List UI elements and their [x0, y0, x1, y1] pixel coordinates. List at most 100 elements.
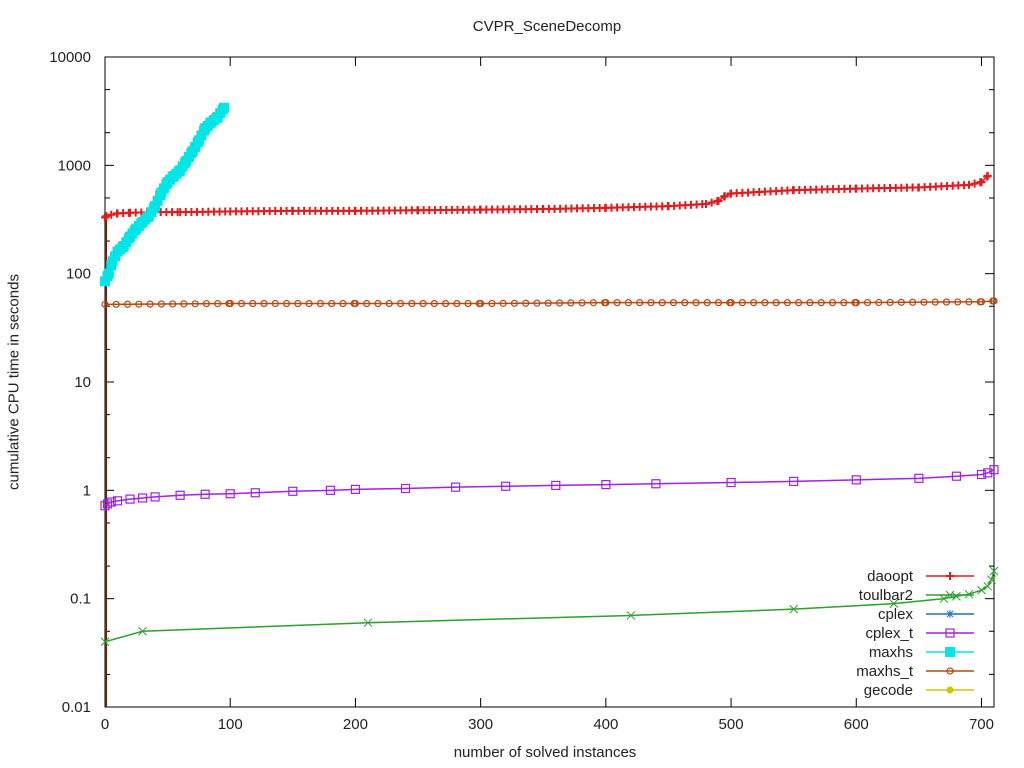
data-point-marker	[250, 488, 260, 498]
series-maxhs_t	[101, 297, 998, 309]
data-point-marker	[976, 469, 987, 480]
data-point-marker	[396, 299, 405, 308]
data-point-marker	[795, 299, 803, 307]
legend-label-cplex: cplex	[878, 606, 914, 623]
data-point-marker	[987, 575, 996, 584]
legend-marker-daoopt	[946, 572, 954, 580]
data-point-marker	[150, 201, 161, 212]
data-point-marker	[970, 179, 979, 188]
data-point-marker	[453, 299, 461, 308]
data-point-marker	[977, 298, 986, 306]
data-point-marker	[374, 299, 382, 308]
data-point-marker	[202, 300, 211, 308]
plot-axes: 0.01 0.1 1 10 100 1000 10000 0 100 200 300 400 500 60…	[49, 49, 995, 733]
data-point-marker	[977, 585, 986, 595]
data-point-marker	[983, 581, 993, 591]
data-point-marker	[964, 180, 973, 189]
data-point-marker	[363, 299, 371, 308]
data-point-marker	[501, 481, 511, 491]
data-point-marker	[152, 195, 163, 206]
data-point-marker	[875, 298, 883, 307]
data-point-marker	[363, 618, 373, 628]
data-point-marker	[578, 299, 586, 307]
y-tick-label: 10000	[49, 49, 91, 66]
data-point-marker	[271, 299, 279, 308]
data-point-marker	[989, 566, 999, 576]
data-point-marker	[218, 102, 229, 113]
legend-marker-maxhs	[945, 647, 955, 657]
data-point-marker	[964, 589, 974, 599]
data-point-marker	[789, 476, 799, 486]
data-point-marker	[840, 299, 848, 307]
data-point-marker	[101, 300, 109, 309]
data-point-marker	[294, 299, 302, 308]
y-tick-label: 1	[83, 482, 91, 499]
data-point-marker	[260, 299, 268, 308]
data-point-marker	[761, 299, 769, 307]
data-point-marker	[316, 299, 324, 308]
data-point-marker	[101, 213, 109, 222]
data-point-marker	[385, 299, 393, 308]
data-point-marker	[977, 178, 986, 187]
data-point-marker	[226, 299, 234, 308]
plot-frame	[104, 56, 995, 708]
legend-label-toulbar2: toulbar2	[859, 587, 913, 604]
data-point-marker	[692, 299, 700, 307]
data-point-marker	[613, 299, 621, 307]
y-axis-label: cumulative CPU time in seconds	[5, 274, 23, 490]
data-point-marker	[914, 473, 924, 483]
data-point-marker	[123, 300, 132, 308]
data-point-marker	[897, 298, 905, 306]
data-point-marker	[647, 299, 655, 307]
data-point-marker	[714, 196, 723, 205]
data-point-marker	[125, 494, 135, 504]
legend-label-cplex_t: cplex_t	[865, 625, 913, 642]
x-axis-label: number of solved instances	[453, 744, 637, 761]
x-tick-label: 600	[844, 716, 869, 733]
series-maxhs	[100, 102, 229, 287]
data-point-marker	[419, 299, 427, 308]
data-point-marker	[783, 299, 792, 307]
data-point-marker	[191, 300, 199, 308]
data-point-marker	[931, 298, 939, 306]
data-point-marker	[533, 299, 541, 307]
y-tick-label: 10	[74, 374, 91, 391]
data-point-marker	[400, 483, 411, 494]
legend-marker-maxhs_t	[946, 667, 954, 675]
data-point-marker	[288, 486, 298, 496]
data-point-marker	[817, 299, 825, 307]
data-point-marker	[146, 300, 154, 308]
data-point-marker	[100, 276, 110, 287]
data-point-marker	[106, 497, 116, 507]
data-point-marker	[100, 637, 110, 647]
data-point-marker	[983, 171, 992, 180]
data-point-marker	[624, 299, 632, 307]
data-point-marker	[237, 299, 246, 308]
data-point-marker	[863, 298, 872, 307]
data-point-marker	[522, 299, 530, 307]
data-point-marker	[602, 299, 610, 307]
data-point-marker	[225, 489, 235, 499]
data-point-marker	[430, 299, 438, 308]
legend-marker-toulbar2	[945, 590, 955, 600]
data-point-marker	[112, 300, 120, 308]
data-point-marker	[726, 477, 736, 488]
legend-label-maxhs_t: maxhs_t	[856, 663, 914, 680]
data-point-marker	[249, 299, 257, 308]
data-point-marker	[703, 299, 711, 307]
legend-label-daoopt: daoopt	[867, 568, 914, 585]
data-point-marker	[589, 299, 597, 307]
series-daoopt	[101, 171, 992, 222]
data-point-marker	[175, 490, 185, 500]
data-point-marker	[789, 604, 799, 614]
data-point-marker	[169, 300, 177, 308]
data-point-marker	[852, 299, 860, 307]
data-point-marker	[828, 299, 837, 307]
series-toulbar2	[100, 566, 999, 647]
legend-label-gecode: gecode	[864, 682, 913, 699]
data-point-marker	[965, 298, 973, 306]
data-point-marker	[636, 299, 644, 307]
data-point-marker	[909, 298, 917, 306]
legend-marker-gecode	[946, 686, 954, 694]
